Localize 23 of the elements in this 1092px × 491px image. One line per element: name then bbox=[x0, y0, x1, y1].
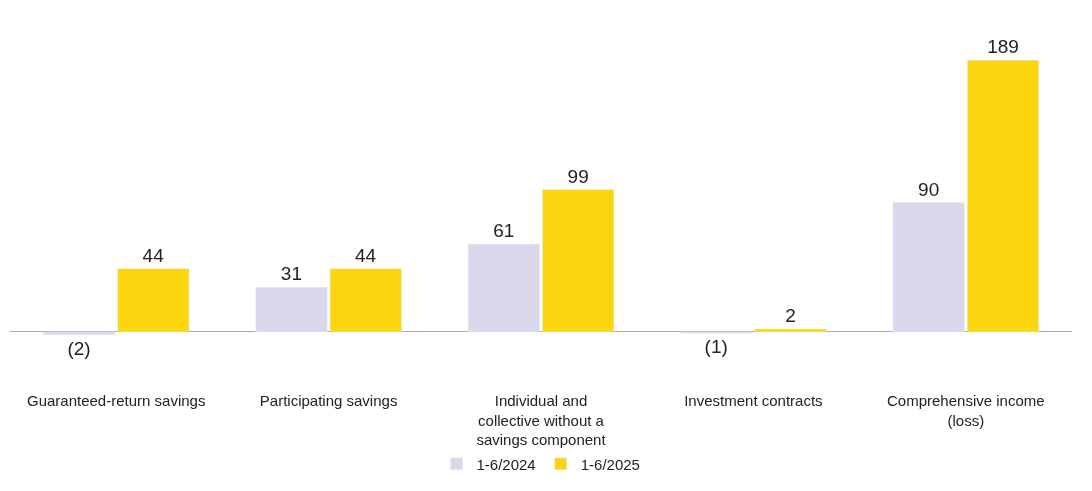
data-label: 99 bbox=[567, 165, 589, 187]
data-label: 44 bbox=[142, 244, 165, 266]
data-label: (2) bbox=[67, 337, 91, 359]
data-label: (1) bbox=[704, 336, 728, 358]
bar bbox=[542, 189, 615, 333]
data-label: 61 bbox=[493, 220, 515, 242]
data-label: 90 bbox=[918, 178, 940, 200]
x-tick-label: Guaranteed-return savings bbox=[26, 392, 206, 409]
bar bbox=[467, 243, 540, 333]
legend-label: 1-6/2024 bbox=[476, 455, 536, 473]
data-label: 44 bbox=[354, 244, 377, 266]
bar bbox=[117, 268, 190, 333]
bar bbox=[892, 202, 965, 333]
bar bbox=[43, 331, 115, 335]
x-tick-label: Participating savings bbox=[259, 392, 398, 409]
x-tick-label: Investment contracts bbox=[684, 392, 823, 409]
data-label: 2 bbox=[785, 305, 796, 326]
legend-label: 1-6/2025 bbox=[580, 455, 640, 473]
x-tick-label: Comprehensive income (loss) bbox=[887, 392, 1045, 429]
data-label: 31 bbox=[280, 263, 302, 285]
bar bbox=[967, 60, 1039, 333]
x-tick-label: Individual and collective without a savings component bbox=[476, 392, 607, 448]
data-label: 189 bbox=[987, 36, 1019, 58]
